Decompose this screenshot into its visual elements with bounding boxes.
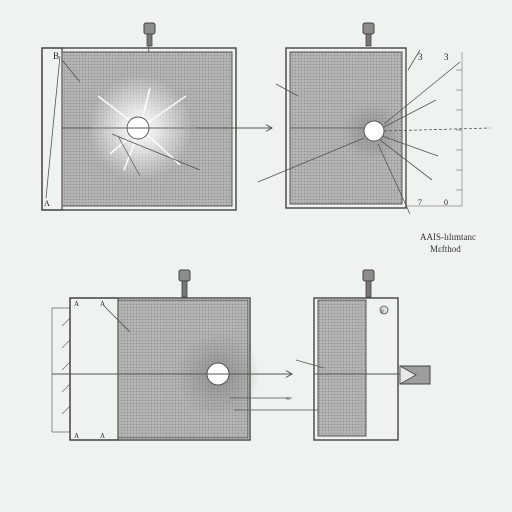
label-3a: 3 xyxy=(418,52,423,62)
side-frame xyxy=(41,47,63,211)
hole xyxy=(363,120,385,142)
indicator-label: 0 xyxy=(381,310,384,315)
label-a1: A xyxy=(74,300,79,308)
panel-top-left: B A xyxy=(41,22,272,211)
label-a: A xyxy=(44,199,50,208)
label-3b: 3 xyxy=(444,52,449,62)
tiny-label: 𝔫𝔠 xyxy=(286,397,291,402)
knob xyxy=(178,269,191,282)
knob-stem xyxy=(365,280,372,298)
knob-stem xyxy=(181,280,188,298)
knob xyxy=(362,269,375,282)
knob-stem xyxy=(146,33,153,47)
dotted-panel xyxy=(317,299,367,437)
outer-box xyxy=(41,47,237,211)
caption-line-1: AAIS-lılımtanc xyxy=(420,232,476,242)
label-7: 7 xyxy=(418,198,422,207)
label-a4: A xyxy=(100,432,105,440)
panel-bottom-right: 0 xyxy=(295,269,431,441)
knob-stem xyxy=(365,33,372,47)
label-a3: A xyxy=(74,432,79,440)
panel-bottom-left: 𝔫𝔠 A A A A xyxy=(51,269,340,441)
outer-box xyxy=(313,297,399,441)
knob xyxy=(143,22,156,35)
prism-wedge xyxy=(399,365,417,385)
label-a2: A xyxy=(100,300,105,308)
side-frame xyxy=(69,297,119,441)
label-b: B xyxy=(53,51,59,61)
panel-top-right: 3 3 7 0 AAIS-lılımtanc Mɛfthod xyxy=(257,22,491,254)
caption-line-2: Mɛfthod xyxy=(430,244,461,254)
label-0: 0 xyxy=(444,198,448,207)
knob xyxy=(362,22,375,35)
indicator xyxy=(379,305,389,315)
